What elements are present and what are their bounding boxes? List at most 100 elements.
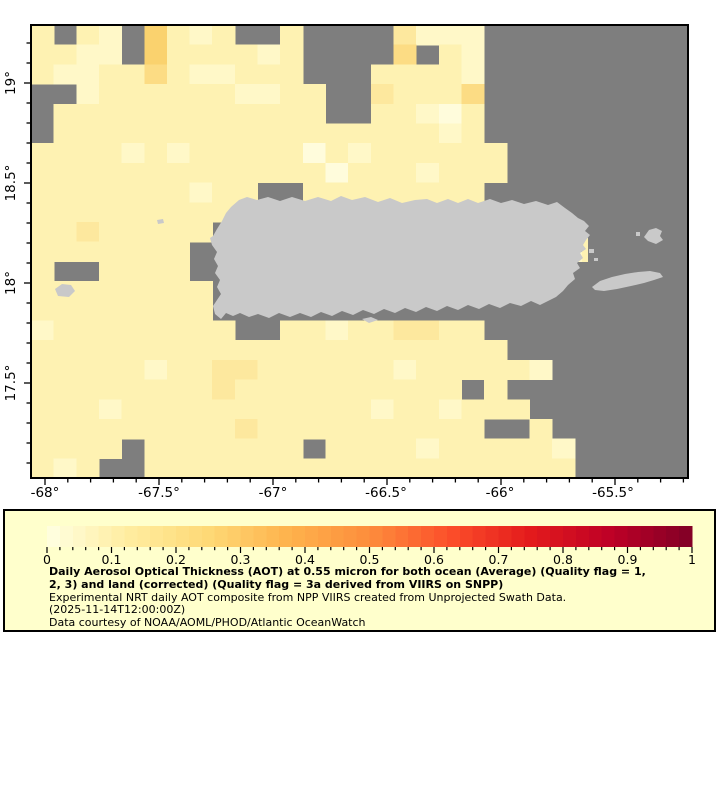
aot-cell bbox=[31, 399, 55, 420]
aot-cell bbox=[121, 359, 145, 381]
aot-cell bbox=[461, 143, 485, 164]
aot-cell bbox=[189, 281, 213, 302]
colorbar-step bbox=[627, 526, 641, 547]
aot-cell bbox=[53, 438, 77, 459]
aot-cell bbox=[302, 399, 327, 420]
aot-cell bbox=[257, 64, 281, 85]
colorbar-label: 0.9 bbox=[618, 552, 638, 566]
aot-cell bbox=[98, 320, 123, 341]
aot-cell bbox=[280, 84, 304, 105]
island-desecheo bbox=[157, 219, 164, 224]
aot-cell bbox=[484, 458, 508, 479]
aot-cell bbox=[438, 44, 463, 65]
aot-cell bbox=[438, 419, 463, 440]
aot-cell bbox=[234, 182, 259, 203]
colorbar-step bbox=[356, 526, 370, 547]
aot-cell bbox=[484, 143, 508, 164]
aot-cell bbox=[166, 103, 191, 125]
colorbar-step bbox=[292, 526, 306, 547]
island-mona bbox=[55, 284, 75, 297]
colorbar-step bbox=[124, 526, 138, 547]
aot-cell bbox=[76, 241, 100, 262]
aot-cell bbox=[166, 143, 191, 164]
aot-cell bbox=[98, 123, 123, 144]
aot-cell bbox=[53, 64, 77, 85]
aot-cell bbox=[234, 162, 259, 184]
aot-cell bbox=[53, 379, 77, 400]
aot-cell bbox=[98, 359, 123, 381]
aot-cell bbox=[370, 399, 395, 420]
aot-cell bbox=[121, 64, 145, 85]
aot-cell bbox=[506, 438, 531, 459]
aot-cell bbox=[325, 379, 349, 400]
aot-cell bbox=[144, 320, 168, 341]
aot-cell bbox=[31, 281, 55, 302]
aot-cell bbox=[189, 359, 213, 381]
aot-cell bbox=[76, 44, 100, 65]
aot-cell bbox=[189, 300, 213, 322]
aot-cell bbox=[234, 64, 259, 85]
aot-cell bbox=[484, 359, 508, 381]
islet bbox=[589, 249, 594, 253]
aot-cell bbox=[53, 241, 77, 262]
aot-cell bbox=[53, 300, 77, 322]
aot-cell bbox=[370, 143, 395, 164]
colorbar-step bbox=[511, 526, 525, 547]
aot-cell bbox=[98, 281, 123, 302]
aot-cell bbox=[189, 143, 213, 164]
aot-cell bbox=[461, 182, 485, 203]
aot-cell bbox=[370, 182, 395, 203]
aot-cell bbox=[53, 182, 77, 203]
aot-cell bbox=[348, 143, 372, 164]
aot-cell bbox=[302, 84, 327, 105]
y-axis-label: 18.5° bbox=[3, 165, 19, 202]
colorbar-step bbox=[59, 526, 74, 547]
aot-cell bbox=[280, 458, 304, 479]
aot-cell bbox=[166, 84, 191, 105]
aot-cell bbox=[325, 340, 349, 361]
aot-cell bbox=[31, 320, 55, 341]
aot-cell bbox=[348, 359, 372, 381]
aot-cell bbox=[393, 438, 417, 459]
colorbar-step bbox=[485, 526, 499, 547]
aot-cell bbox=[212, 340, 236, 361]
aot-cell bbox=[257, 44, 281, 65]
aot-cell bbox=[212, 64, 236, 85]
aot-cell bbox=[280, 438, 304, 459]
aot-cell bbox=[416, 359, 440, 381]
aot-cell bbox=[144, 419, 168, 440]
aot-cell bbox=[121, 300, 145, 322]
aot-cell bbox=[393, 123, 417, 144]
aot-cell bbox=[280, 340, 304, 361]
aot-cell bbox=[31, 182, 55, 203]
colorbar-step bbox=[575, 526, 590, 547]
plot-border bbox=[30, 24, 689, 479]
aot-cell bbox=[189, 320, 213, 341]
aot-cell bbox=[348, 419, 372, 440]
aot-cell bbox=[393, 399, 417, 420]
colorbar-label: 0 bbox=[43, 552, 51, 566]
aot-cell bbox=[461, 25, 485, 46]
aot-cell bbox=[416, 340, 440, 361]
aot-cell bbox=[393, 103, 417, 125]
aot-cell bbox=[98, 222, 123, 243]
aot-cell bbox=[76, 281, 100, 302]
aot-cell bbox=[257, 399, 281, 420]
aot-cell bbox=[370, 340, 395, 361]
aot-cell bbox=[76, 84, 100, 105]
aot-cell bbox=[393, 419, 417, 440]
aot-cell bbox=[461, 162, 485, 184]
aot-cell bbox=[144, 222, 168, 243]
aot-cell bbox=[98, 202, 123, 223]
aot-cell bbox=[189, 103, 213, 125]
aot-cell bbox=[234, 123, 259, 144]
aot-cell bbox=[121, 241, 145, 262]
aot-cell bbox=[121, 379, 145, 400]
aot-cell bbox=[234, 84, 259, 105]
colorbar-step bbox=[47, 526, 61, 547]
x-axis-label: -66.5° bbox=[365, 485, 407, 501]
y-axis-label: 18° bbox=[3, 271, 19, 295]
colorbar-label: 0.7 bbox=[489, 552, 509, 566]
aot-cell bbox=[166, 241, 191, 262]
colorbar-step bbox=[640, 526, 654, 547]
